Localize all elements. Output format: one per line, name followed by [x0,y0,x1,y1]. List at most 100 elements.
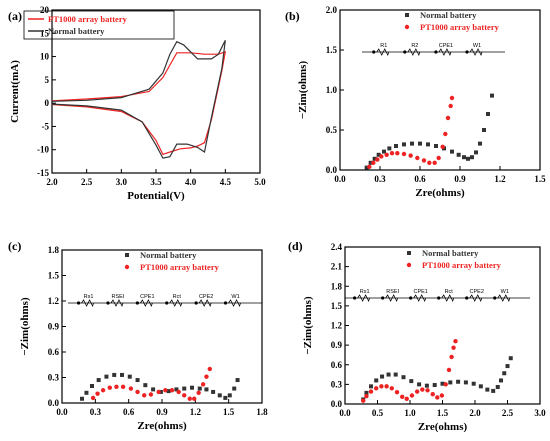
data-point [364,393,369,399]
legend-label: PT1000 array battery [422,260,502,270]
data-point [372,156,377,161]
data-point [232,386,237,391]
data-point [445,115,451,121]
series-line [51,51,227,156]
legend-label: PT1000 array battery [140,262,220,272]
plot-frame [339,9,541,171]
y-axis-label: −Zim(ohms) [297,61,309,120]
data-point [435,395,440,400]
panel-label: (a) [8,9,22,23]
circuit-element-label: R1 [380,43,387,49]
y-tick-label: 0.9 [48,322,60,332]
data-point [402,142,406,147]
data-point [490,93,494,98]
legend-label: Normal battery [422,248,479,258]
x-tick-label: 1.5 [534,174,546,184]
y-tick-label: 1.8 [48,245,60,255]
data-point [120,384,126,390]
x-tick-label: 0.6 [414,174,426,184]
data-point [368,160,373,165]
circuit-element-symbol [441,294,455,303]
data-point [112,372,117,377]
x-tick-label: 1.5 [437,408,449,418]
x-tick-label: 0.0 [334,174,346,184]
circuit-node [434,50,438,54]
y-tick-label: 1.2 [48,296,60,306]
x-tick-label: 1.0 [404,408,416,418]
chart-panel-3: 0.0 0.5 1.0 1.5 2.0 2.5 3.0 0.0 0.3 0.6 0.9 1.2 1.5 1… [288,239,546,433]
y-tick-label: -10 [37,145,49,155]
data-point [192,396,197,401]
circuit-node [135,301,139,305]
circuit-element-symbol [228,299,241,308]
x-tick-label: 4.0 [185,177,197,187]
data-point [384,384,389,389]
data-point [204,374,209,379]
series-pt1000: PT1000 array battery [361,260,502,403]
x-axis-label: Potential(V) [127,190,185,202]
circuit-element-label: RSEI [386,289,399,295]
data-point [426,142,430,147]
data-point [387,146,392,151]
data-point [211,389,216,394]
data-point [166,389,171,394]
y-tick-label: 0.3 [48,373,60,383]
x-tick-label: 3.0 [116,177,128,187]
data-point [417,382,422,387]
circuit-element-symbol [110,299,124,308]
y-tick-label: 0.9 [331,340,343,350]
data-point [486,112,490,116]
data-point [143,383,148,388]
data-point [466,156,470,161]
chart-panel-1: 0.0 0.3 0.6 0.9 1.2 1.5 0.0 0.5 1.0 1.5 2.0 Zre(ohm… [285,5,546,199]
circuit-node [403,50,407,54]
panel-label: (b) [285,9,300,23]
x-tick-label: 2.0 [469,408,481,418]
y-tick-label: 20 [40,5,50,15]
data-point [375,157,380,162]
data-point [443,382,448,387]
data-point [436,155,441,161]
circuit-node [223,301,228,305]
data-point [182,386,187,391]
data-point [400,394,405,400]
data-point [386,372,391,377]
data-point [415,155,420,161]
data-point [409,393,415,398]
data-point [376,152,381,157]
data-point [389,151,395,156]
data-point [127,374,132,379]
circuit-node [372,50,376,54]
y-tick-label: 1.0 [326,85,338,95]
data-point [95,391,100,396]
data-point [425,388,430,393]
data-point [450,149,454,154]
data-point [374,378,379,383]
plot-frame [61,249,263,404]
data-point [174,387,179,392]
data-point [482,128,486,132]
circuit-element-symbol [438,48,452,57]
data-point [505,364,510,369]
data-point [380,374,385,379]
data-point [421,158,427,163]
circuit-element-symbol [413,294,427,303]
circuit-element-label: CPE1 [439,43,453,49]
data-point [196,390,201,395]
data-point [90,384,94,388]
circuit-node [194,301,198,305]
circuit-element-symbol [140,299,153,308]
data-point [169,388,175,393]
circuit-node [381,296,385,300]
data-point [364,165,369,170]
data-point [456,379,461,384]
circuit-node [353,296,357,300]
x-axis-label: Zre(ohms) [137,420,187,432]
legend-label: PT1000 array battery [48,14,128,24]
x-tick-label: 1.8 [256,407,268,417]
data-point [389,386,394,391]
data-point [107,385,112,390]
data-point [453,339,458,344]
y-tick-label: 2.1 [331,262,343,272]
legend-swatch [405,13,409,17]
